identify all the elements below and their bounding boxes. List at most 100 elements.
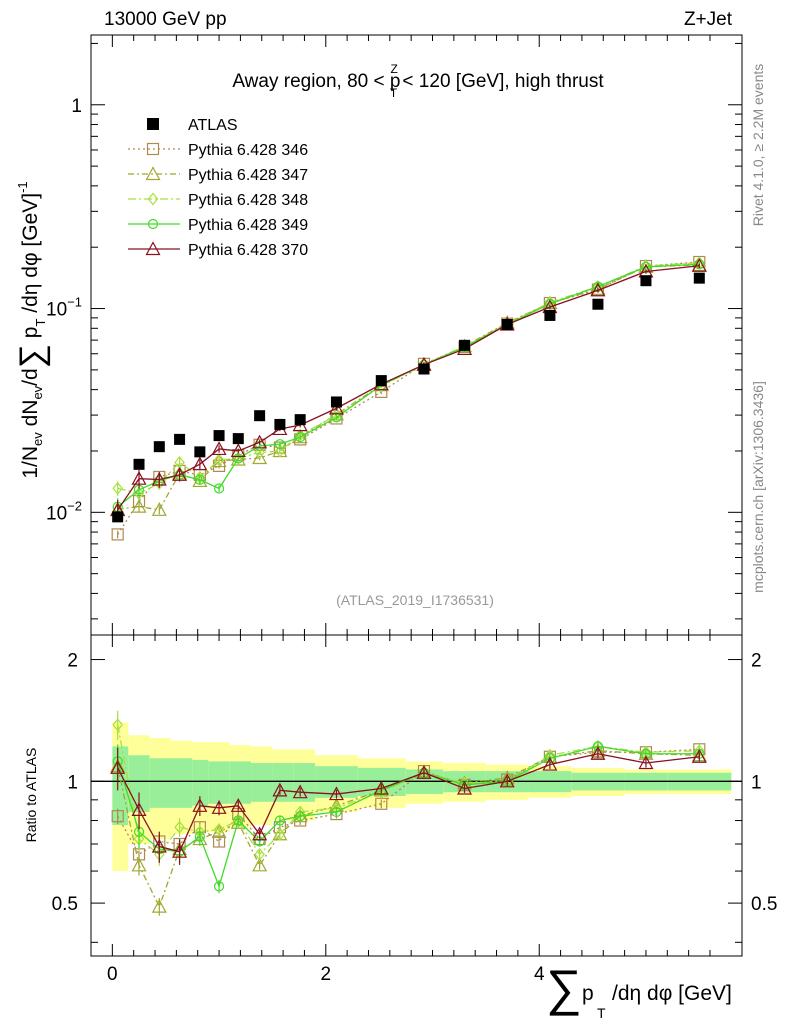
- ratio-point: [233, 814, 244, 827]
- ratio-point: [254, 847, 265, 861]
- ratio-point: [376, 785, 387, 799]
- series-point: [213, 453, 225, 467]
- ratio-point: [331, 806, 342, 818]
- main-panel: 10−2 10−1 1 Away region, 80 < pZ T < 120 [G…: [13, 34, 743, 636]
- legend: ATLAS Pythia 6.428 346 Pythia 6.428 347 Pyt…: [128, 117, 308, 259]
- ratio-point: [416, 764, 432, 779]
- ratio-point: [590, 745, 606, 760]
- data-point: [153, 441, 165, 453]
- band-green: [171, 758, 193, 808]
- legend-marker: [147, 218, 159, 230]
- header-left: 13000 GeV pp: [104, 9, 227, 30]
- header-right: Z+Jet: [684, 9, 733, 30]
- legend-label: ATLAS: [188, 117, 238, 134]
- series-point: [192, 456, 208, 471]
- series-point: [192, 473, 208, 488]
- band-green: [293, 762, 316, 802]
- side-label-top: Rivet 4.1.0, ≥ 2.2M events: [750, 64, 766, 227]
- x-axis-label: ∑ p T /dη dφ [GeV]: [546, 960, 732, 1021]
- series-point: [131, 498, 147, 513]
- series-point: [590, 282, 606, 297]
- ratio-point: [457, 780, 473, 795]
- x-tick-label: 4: [534, 964, 545, 985]
- x-tick-label: 2: [320, 964, 331, 985]
- legend-marker: [145, 241, 161, 256]
- series-point: [211, 441, 227, 456]
- svg-text:T: T: [597, 1005, 606, 1021]
- ratio-point: [174, 820, 185, 834]
- ratio-point: [111, 810, 124, 823]
- data-point: [375, 375, 387, 387]
- series-point: [252, 434, 268, 449]
- data-point: [213, 430, 225, 442]
- data-point: [544, 309, 556, 321]
- y-axis-label-main: 1/Nev dNev/d∑ pT /dη dφ [GeV]-1: [13, 181, 51, 478]
- ratio-y-tick-label: 2: [67, 651, 78, 672]
- band-green: [229, 761, 252, 804]
- legend-marker: [145, 166, 161, 181]
- ratio-point: [691, 749, 707, 763]
- ratio-point: [213, 823, 225, 836]
- legend-label: Pythia 6.428 348: [188, 192, 308, 209]
- band-green: [272, 762, 294, 802]
- ratio-point: [194, 831, 205, 842]
- ratio-point: [272, 782, 288, 797]
- ratio-point: [112, 718, 123, 732]
- band-green: [208, 761, 230, 804]
- series-point: [194, 474, 205, 485]
- ratio-y-tick-label: 0.5: [751, 894, 777, 915]
- ratio-point: [640, 748, 652, 759]
- series-point: [274, 439, 285, 450]
- data-point: [294, 414, 306, 426]
- series-line: [117, 262, 700, 495]
- ratio-point: [274, 827, 286, 841]
- data-point: [174, 433, 186, 445]
- series-point: [331, 412, 342, 423]
- series-point: [213, 483, 225, 494]
- series-point: [252, 450, 268, 465]
- data-point: [693, 272, 705, 284]
- ratio-point: [151, 898, 167, 913]
- legend-label: Pythia 6.428 370: [188, 242, 308, 259]
- data-point: [459, 339, 471, 351]
- series-point: [131, 470, 147, 485]
- ratio-point: [252, 826, 268, 841]
- ratio-point: [373, 780, 389, 795]
- ratio-point: [131, 802, 147, 816]
- data-point: [274, 418, 286, 430]
- band-green: [192, 759, 209, 806]
- x-tick-label: 0: [107, 964, 118, 985]
- ratio-y-tick-label: 1: [67, 772, 78, 793]
- ratio-point: [172, 843, 188, 858]
- series-point: [151, 502, 167, 516]
- side-label-bottom: mcplots.cern.ch [arXiv:1306.3436]: [750, 381, 766, 593]
- ratio-point: [274, 815, 285, 826]
- series-point: [691, 258, 707, 272]
- series-point: [111, 528, 124, 541]
- svg-text:p: p: [582, 982, 594, 1005]
- watermark: (ATLAS_2019_I1736531): [336, 592, 494, 608]
- data-point: [254, 410, 266, 422]
- ratio-point: [295, 811, 306, 822]
- series-point: [230, 443, 246, 458]
- series-point: [151, 471, 167, 486]
- ratio-point: [131, 857, 147, 872]
- series-point: [112, 481, 123, 495]
- series-point: [172, 467, 188, 481]
- legend-label: Pythia 6.428 347: [188, 167, 308, 184]
- ratio-point: [110, 760, 126, 774]
- legend-marker: [146, 142, 160, 156]
- legend-marker-atlas: [147, 118, 159, 130]
- ratio-point: [151, 838, 167, 853]
- data-point: [330, 396, 342, 408]
- ratio-point: [213, 881, 225, 892]
- ratio-point: [328, 786, 344, 801]
- chart-title: Away region, 80 < pZ T < 120 [GeV], high …: [232, 62, 604, 100]
- ratio-point: [638, 755, 654, 770]
- ratio-frame: [90, 634, 743, 957]
- ratio-point: [418, 767, 430, 778]
- series-point: [328, 400, 344, 415]
- ratio-point: [230, 798, 246, 812]
- ratio-point: [233, 815, 244, 826]
